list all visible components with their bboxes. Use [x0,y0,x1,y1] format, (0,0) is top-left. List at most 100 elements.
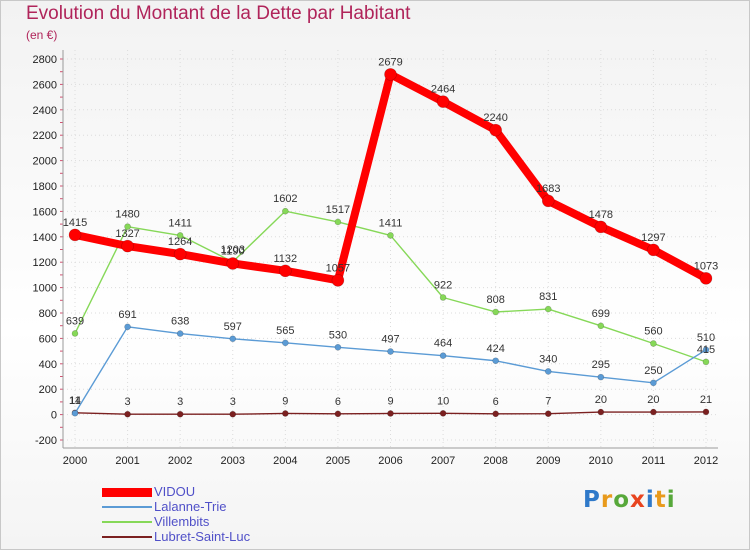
x-tick-label: 2011 [642,455,666,467]
chart-title: Evolution du Montant de la Dette par Hab… [26,3,411,24]
data-point [702,408,710,416]
y-tick-label: -200 [35,435,57,447]
data-point [229,410,237,418]
data-point [699,272,713,285]
legend-swatch [102,536,152,538]
data-label: 2679 [378,56,402,68]
data-label: 2464 [431,84,455,96]
data-point [594,220,608,234]
data-point [124,410,131,418]
data-label: 639 [66,315,84,327]
y-tick-label: 0 [51,410,57,422]
data-label: 1411 [379,217,403,229]
data-point [541,194,555,208]
x-tick-label: 2010 [589,455,613,467]
data-point [439,352,447,359]
data-label: 1190 [221,245,245,257]
data-label: 250 [644,365,662,377]
y-tick-label: 1000 [33,283,57,295]
data-label: 10 [437,395,449,407]
data-point [282,207,289,215]
data-point [71,409,79,417]
data-label: 3 [177,396,183,408]
y-tick-label: 200 [39,384,57,396]
data-point [334,410,342,418]
data-point [282,410,289,417]
data-label: 831 [539,291,557,303]
x-tick-label: 2005 [326,455,350,467]
data-label: 699 [592,308,610,320]
data-label: 6 [493,396,499,408]
y-tick-label: 800 [39,308,57,320]
legend-label: Lubret-Saint-Luc [154,529,251,544]
data-label: 1264 [168,236,192,248]
data-point [597,408,605,416]
data-label: 9 [387,395,393,407]
data-point [650,379,657,387]
data-point [544,410,552,418]
data-label: 1073 [694,260,718,272]
data-label: 20 [647,394,659,406]
data-point [334,218,342,226]
data-point [387,348,394,355]
data-point [436,95,450,108]
data-point [544,368,552,375]
x-tick-label: 2000 [63,455,87,467]
x-tick-label: 2001 [115,455,139,467]
data-point [176,330,184,337]
y-tick-label: 2400 [33,105,57,117]
data-label: 497 [381,333,399,345]
data-label: 1132 [274,253,298,265]
y-tick-label: 1200 [33,257,57,269]
data-label: 1480 [115,209,139,221]
data-label: 3 [125,396,131,408]
data-point [439,294,447,301]
data-label: 464 [434,338,452,350]
data-point [702,346,710,354]
data-point [334,343,342,351]
legend-label: Lalanne-Trie [154,499,227,514]
data-label: 638 [171,316,189,328]
data-label: 340 [539,353,557,365]
legend-label: VIDOU [154,484,196,499]
legend-swatch [102,487,152,497]
data-label: 565 [276,325,294,337]
data-label: 691 [118,309,136,321]
y-tick-label: 400 [39,359,57,371]
series-line [74,70,708,285]
data-label: 510 [697,332,715,344]
data-label: 9 [282,395,288,407]
data-point [176,232,184,239]
data-label: 1057 [326,262,350,274]
data-label: 14 [69,395,81,407]
y-tick-label: 2200 [33,130,57,142]
legend-swatch [102,521,152,523]
data-point [331,274,345,287]
data-label: 922 [434,280,452,292]
data-label: 20 [595,394,607,406]
data-label: 1297 [641,232,665,244]
data-label: 808 [486,294,504,306]
x-tick-label: 2012 [694,455,718,467]
data-point [279,264,292,278]
data-point [702,358,710,366]
data-label: 11 [69,395,80,407]
data-point [597,322,605,330]
y-tick-label: 2000 [33,156,57,168]
data-label: 1203 [221,244,245,256]
data-label: 2240 [483,112,507,124]
proxiti-logo: Proxiti [583,487,676,513]
data-point [492,308,499,316]
y-tick-label: 600 [39,333,57,345]
data-point [597,373,605,381]
data-point [439,410,447,417]
y-tick-label: 2800 [33,54,57,66]
legend-label: Villembits [154,514,210,529]
data-point [650,340,657,347]
data-label: 21 [700,394,712,406]
data-point [544,305,552,313]
data-point [173,247,187,261]
data-point [387,232,394,239]
x-tick-label: 2003 [221,455,245,467]
